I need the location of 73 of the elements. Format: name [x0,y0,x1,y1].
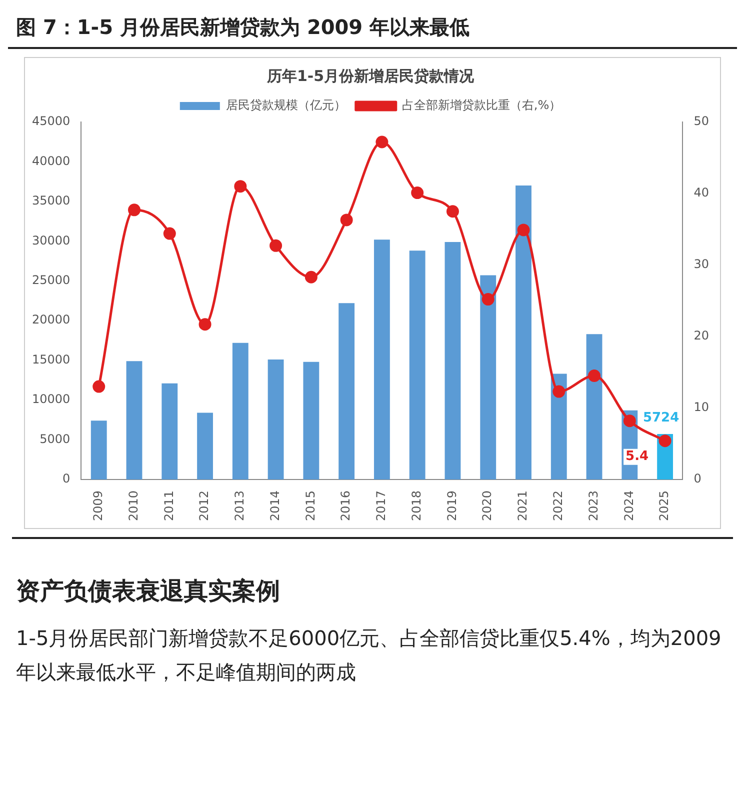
bar [126,361,142,480]
point [658,434,672,448]
point [552,385,566,398]
y-tick-label: 25000 [32,272,70,287]
x-tick-label: 2024 [622,490,636,522]
point [623,414,636,428]
y-tick-label: 45000 [32,114,70,128]
x-tick-label: 2016 [338,490,353,522]
bar [516,186,532,480]
y-tick-label: 20000 [32,312,70,327]
point [376,136,388,148]
x-tick-label: 2022 [551,490,566,522]
x-tick-label: 2023 [586,490,600,522]
y-tick-label: 40000 [32,154,70,168]
bar [162,383,178,480]
point [517,224,530,236]
x-tick-label: 2011 [162,490,176,522]
bar [586,334,602,480]
x-tick-label: 2014 [268,490,282,522]
x-tick-label: 2010 [126,490,140,522]
y2-tick-label: 20 [694,328,710,343]
point [588,370,601,382]
y-tick-label: 15000 [32,352,70,366]
y-tick-label: 10000 [32,392,70,406]
bar [374,240,390,480]
legend-label: 占全部新增贷款比重（右,%） [402,98,562,112]
y-tick-label: 35000 [32,194,70,208]
bar [480,275,496,480]
point [482,293,494,306]
x-tick-label: 2017 [374,490,388,522]
bar [268,360,284,480]
x-tick-label: 2025 [657,490,672,522]
x-tick-label: 2009 [90,490,105,522]
bar [303,362,320,480]
text: 资产负债表衰退真实案例 [16,576,281,607]
bar [444,242,461,480]
point [234,180,247,193]
x-tick-label: 2021 [516,490,530,522]
text: 1-5月份居民部门新增贷款不足6000亿元、占全部信贷比重仅5.4%，均为2009年以来最低水平，不足峰值期间的两成 [16,625,722,686]
y-tick-label: 5000 [40,432,70,446]
point [128,204,141,216]
bar [232,342,248,480]
chart-subtitle: 历年1-5月份新增居民贷款情况 [266,66,476,85]
bar [90,420,107,480]
point [446,205,459,218]
bar [550,374,567,480]
y2-tick-label: 40 [694,186,710,200]
x-tick-label: 2018 [409,490,424,522]
x-tick-label: 2019 [444,490,459,522]
x-tick-label: 2020 [480,490,494,522]
point [411,186,424,200]
bar [409,250,426,480]
x-tick-label: 2012 [197,490,212,522]
point [304,270,318,284]
y2-tick-label: 10 [694,400,710,414]
y2-tick-label: 30 [694,257,710,272]
bar [338,303,355,480]
bar [197,412,213,480]
data-label: 5724 [642,410,680,426]
y2-tick-label: 0 [694,472,702,486]
point [340,214,353,226]
y-tick-label: 30000 [32,233,70,248]
data-label: 5.4 [626,449,649,464]
chart-title: 图 7：1-5 月份居民新增贷款为 2009 年以来最低 [8,8,737,49]
x-tick-label: 2013 [232,490,247,522]
y2-tick-label: 50 [694,114,710,128]
point [92,380,106,393]
point [198,318,212,331]
x-tick-label: 2015 [303,490,318,522]
legend-label: 居民贷款规模（亿元） [226,98,346,112]
y-tick-label: 0 [62,472,70,486]
point [270,239,282,252]
point [163,227,176,240]
